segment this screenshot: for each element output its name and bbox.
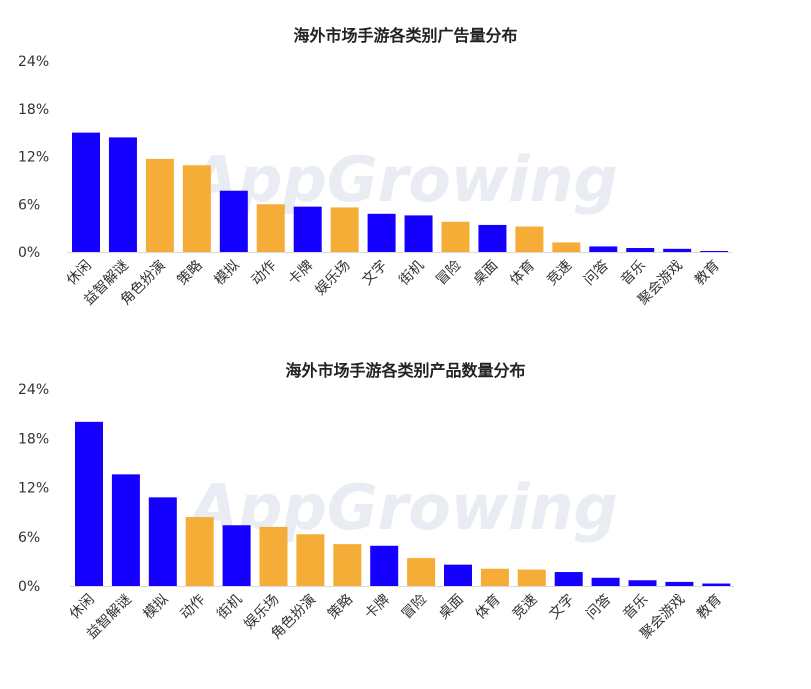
- watermark: AppGrowing: [185, 471, 618, 544]
- category-label: 文字: [546, 592, 577, 623]
- bar-角色扮演: [145, 158, 174, 252]
- bar-娱乐场: [259, 526, 288, 586]
- bar-策略: [182, 165, 211, 252]
- category-label: 问答: [583, 591, 615, 623]
- category-label: 卡牌: [361, 591, 393, 623]
- bar-音乐: [628, 580, 657, 586]
- bar-桌面: [444, 564, 472, 586]
- y-tick-label: 24%: [18, 382, 49, 398]
- category-label: 策略: [174, 257, 206, 289]
- bar-角色扮演: [296, 534, 325, 586]
- category-label: 体育: [473, 592, 504, 623]
- y-tick-label: 6%: [18, 530, 40, 546]
- bar-文字: [554, 572, 583, 586]
- bar-街机: [404, 215, 433, 252]
- y-tick-label: 18%: [18, 431, 49, 447]
- bar-娱乐场: [330, 207, 359, 252]
- category-label: 策略: [324, 591, 356, 623]
- ad-volume-chart: 海外市场手游各类别广告量分布 AppGrowing 24% 18% 12% 6% 0% 休闲…: [0, 0, 811, 330]
- chart-title: 海外市场手游各类别产品数量分布: [285, 361, 526, 380]
- bar-街机: [222, 525, 251, 586]
- category-label: 桌面: [436, 592, 467, 623]
- bar-聚会游戏: [665, 581, 694, 586]
- category-label: 教育: [692, 258, 723, 289]
- category-label: 音乐: [617, 257, 649, 289]
- bar-卡牌: [293, 206, 322, 252]
- category-label: 音乐: [620, 591, 652, 623]
- bar-体育: [480, 568, 509, 586]
- bar-文字: [367, 213, 396, 252]
- bar-教育: [700, 251, 729, 252]
- category-label: 冒险: [433, 258, 464, 289]
- bar-策略: [333, 544, 362, 586]
- category-label: 模拟: [212, 258, 243, 289]
- category-label: 教育: [694, 592, 725, 623]
- category-label: 问答: [580, 257, 612, 289]
- category-label: 街机: [214, 592, 245, 623]
- category-label: 卡牌: [285, 257, 317, 289]
- category-label: 冒险: [399, 592, 430, 623]
- bar-益智解谜: [108, 137, 137, 252]
- bar-体育: [515, 226, 544, 252]
- bar-冒险: [407, 558, 436, 586]
- category-label: 模拟: [141, 592, 172, 623]
- y-tick-label: 18%: [18, 102, 49, 118]
- bar-竞速: [517, 569, 546, 586]
- category-label: 休闲: [64, 258, 95, 289]
- category-label: 竞速: [509, 591, 541, 623]
- y-tick-label: 6%: [18, 197, 40, 213]
- product-count-chart: 海外市场手游各类别产品数量分布 AppGrowing 24% 18% 12% 6% 0% 休…: [0, 345, 811, 689]
- bar-动作: [256, 204, 285, 252]
- bar-教育: [702, 583, 731, 586]
- category-label: 街机: [396, 258, 427, 289]
- category-label: 桌面: [470, 258, 501, 289]
- y-tick-label: 12%: [18, 150, 49, 166]
- bar-休闲: [75, 421, 103, 586]
- chart-title: 海外市场手游各类别广告量分布: [293, 26, 518, 45]
- y-tick-label: 12%: [18, 481, 49, 497]
- bar-模拟: [219, 190, 248, 252]
- watermark: AppGrowing: [185, 143, 618, 216]
- bar-问答: [591, 577, 620, 586]
- category-label: 娱乐场: [312, 258, 353, 299]
- category-label: 竞速: [543, 257, 575, 289]
- category-label: 动作: [248, 258, 279, 289]
- category-label: 休闲: [67, 592, 98, 623]
- bar-卡牌: [370, 545, 399, 586]
- bar-动作: [185, 517, 214, 586]
- bar-冒险: [441, 221, 470, 252]
- category-label: 文字: [359, 258, 390, 289]
- bar-聚会游戏: [663, 248, 692, 252]
- ad-volume-plot: AppGrowing24%18%12%6%0%休闲益智解谜角色扮演 策略 模拟 动作卡…: [18, 54, 733, 308]
- bar-模拟: [148, 497, 177, 586]
- bar-问答: [589, 246, 618, 252]
- y-tick-label: 24%: [18, 54, 49, 70]
- y-tick-label: 0%: [18, 245, 40, 261]
- bar-休闲: [72, 132, 100, 252]
- bar-竞速: [552, 242, 581, 252]
- bar-益智解谜: [111, 474, 140, 586]
- category-label: 体育: [507, 258, 538, 289]
- bar-音乐: [626, 248, 655, 252]
- y-tick-label: 0%: [18, 579, 40, 595]
- bar-桌面: [478, 224, 507, 252]
- category-label: 动作: [177, 592, 208, 623]
